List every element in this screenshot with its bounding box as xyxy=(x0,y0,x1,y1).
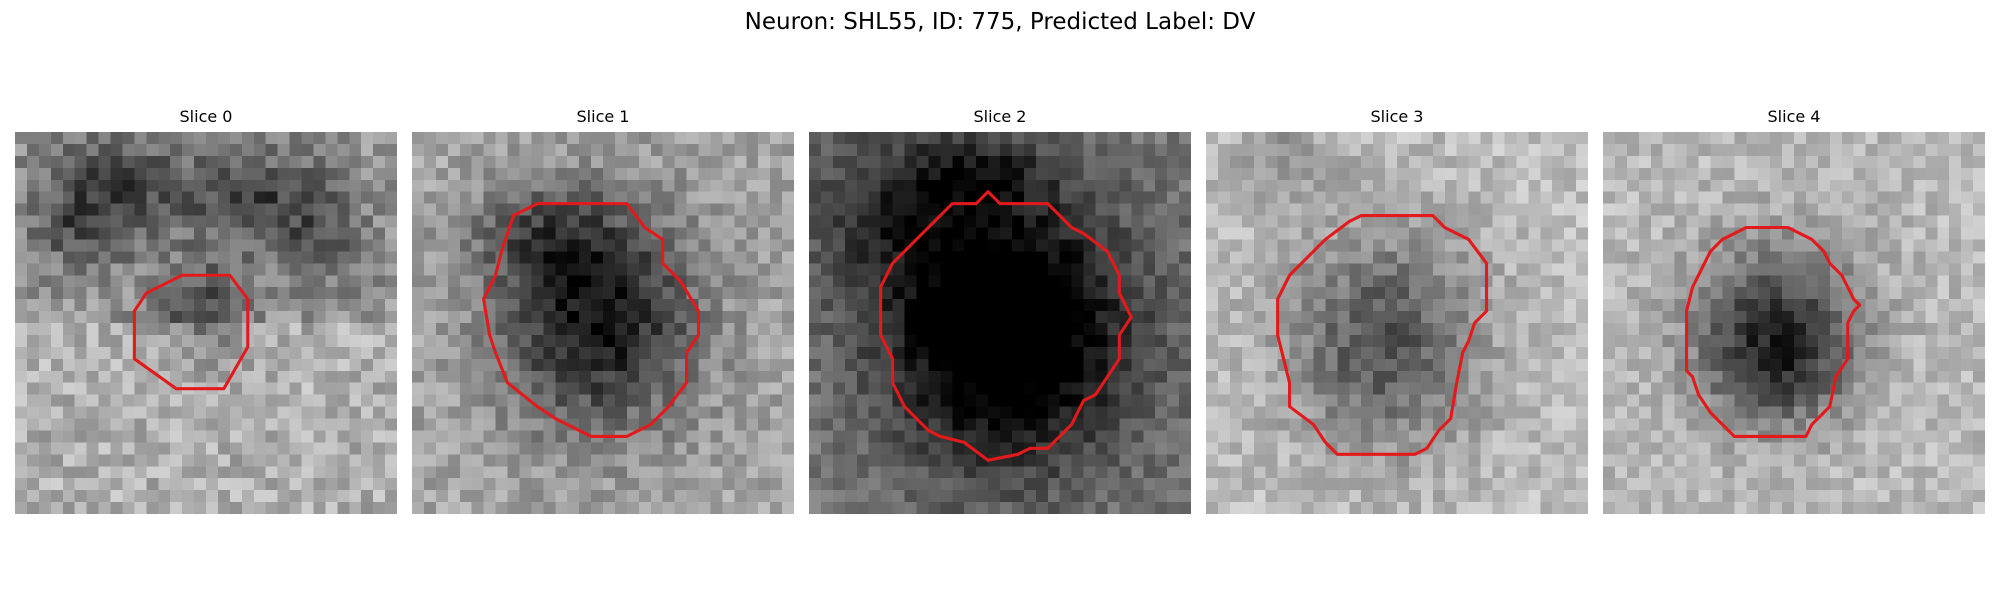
slice-image xyxy=(15,132,397,514)
slice-title: Slice 4 xyxy=(1767,107,1821,126)
roi-contour xyxy=(132,273,250,391)
slice-title: Slice 2 xyxy=(973,107,1027,126)
grayscale-pixel-grid xyxy=(15,132,397,514)
figure-title: Neuron: SHL55, ID: 775, Predicted Label:… xyxy=(744,9,1256,35)
slice-image xyxy=(1206,132,1588,514)
slice-title: Slice 1 xyxy=(576,107,630,126)
roi-contour-overlay xyxy=(482,202,701,438)
grayscale-pixel-grid xyxy=(412,132,794,514)
slice-image xyxy=(412,132,794,514)
roi-contour-overlay xyxy=(132,273,250,391)
slice-title: Slice 3 xyxy=(1370,107,1424,126)
roi-contour-overlay xyxy=(879,190,1133,462)
slice-image xyxy=(809,132,1191,514)
roi-contour xyxy=(1685,225,1862,438)
roi-contour xyxy=(482,202,701,438)
roi-contour xyxy=(1276,214,1489,456)
roi-contour-overlay xyxy=(1685,225,1862,438)
roi-contour xyxy=(879,190,1133,462)
roi-contour-overlay xyxy=(1276,214,1489,456)
slice-title: Slice 0 xyxy=(179,107,233,126)
grayscale-pixel-grid xyxy=(1206,132,1588,514)
slice-image xyxy=(1603,132,1985,514)
grayscale-pixel-grid xyxy=(1603,132,1985,514)
